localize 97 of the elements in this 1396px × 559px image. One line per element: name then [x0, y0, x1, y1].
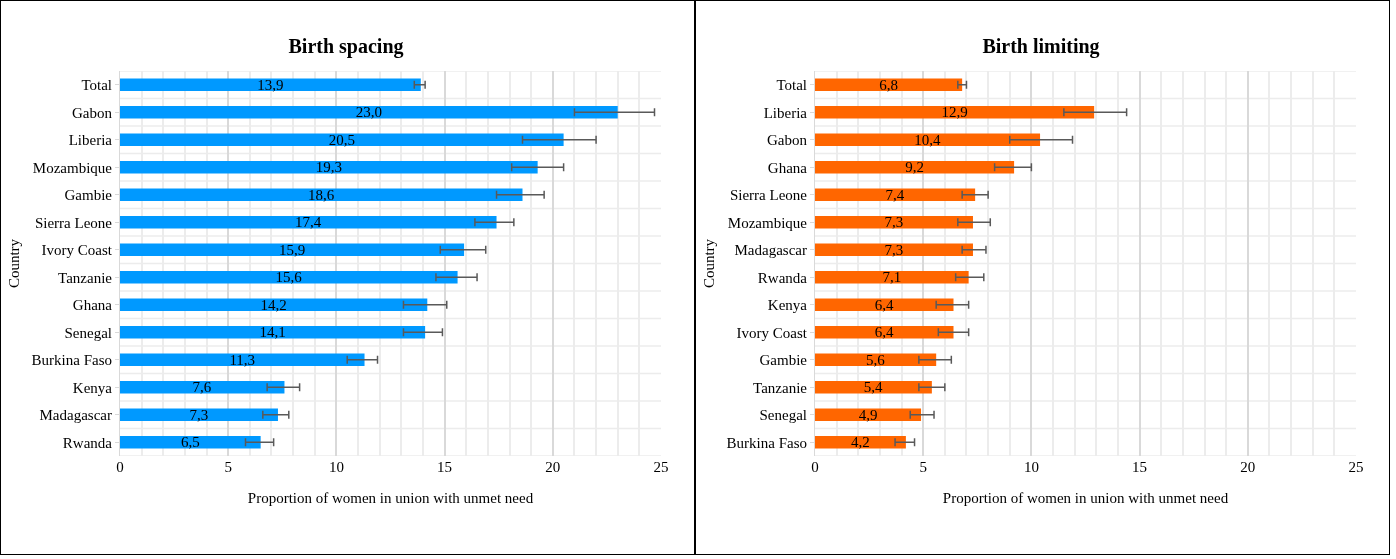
bar [120, 326, 426, 339]
data-label: 19,3 [315, 159, 342, 176]
data-label: 7,3 [884, 241, 904, 258]
bar [815, 188, 976, 201]
data-label: 6,4 [874, 324, 894, 341]
x-tick-label: 0 [116, 459, 124, 475]
data-label: 18,6 [307, 186, 335, 203]
x-tick-label: 25 [653, 459, 669, 475]
data-label: 13,9 [257, 76, 284, 93]
y-tick-label: Kenya [767, 297, 808, 313]
data-label: 7,6 [192, 379, 212, 396]
bar [120, 78, 421, 91]
y-tick-label: Sierra Leone [729, 187, 808, 203]
y-tick-label: Rwanda [62, 434, 113, 451]
x-tick-label: 20 [545, 459, 561, 475]
data-label: 17,4 [294, 214, 322, 231]
data-label: 14,2 [260, 296, 287, 313]
chart-title: Birth spacing [288, 35, 404, 59]
y-tick-label: Senegal [759, 407, 807, 423]
bar [120, 161, 538, 174]
data-label: 7,3 [189, 406, 209, 423]
y-tick-label: Kenya [72, 379, 113, 396]
data-label: 4,2 [851, 434, 870, 451]
y-tick-label: Mozambique [727, 214, 808, 231]
y-tick-label: Rwanda [757, 269, 808, 286]
data-label: 15,6 [275, 269, 303, 286]
data-label: 14,1 [259, 324, 286, 341]
bar [815, 106, 1095, 119]
bar [815, 271, 969, 284]
data-label: 12,9 [941, 104, 968, 121]
y-tick-label: Madagascar [39, 407, 112, 423]
bar [120, 353, 365, 366]
bar [120, 216, 497, 229]
y-tick-label: Liberia [763, 104, 808, 121]
bar [120, 381, 285, 394]
x-axis-title: Proportion of women in union with unmet need [942, 490, 1229, 506]
y-tick-label: Mozambique [32, 159, 113, 176]
y-tick-label: Tanzanie [58, 269, 113, 286]
y-tick-label: Senegal [64, 324, 112, 341]
x-tick-label: 25 [1348, 459, 1364, 475]
data-label: 6,4 [874, 296, 894, 313]
bar [120, 271, 458, 284]
bar [815, 161, 1015, 174]
data-label: 7,4 [885, 186, 905, 203]
y-tick-label: Tanzanie [753, 379, 808, 396]
y-tick-label: Total [776, 77, 807, 93]
x-axis-title: Proportion of women in union with unmet need [247, 490, 534, 506]
y-axis-title: Country [700, 238, 717, 289]
data-label: 10,4 [914, 131, 941, 148]
x-tick-label: 5 [919, 459, 927, 475]
data-label: 4,9 [858, 406, 878, 423]
x-tick-label: 10 [1023, 459, 1039, 475]
x-tick-label: 20 [1240, 459, 1256, 475]
data-label: 6,5 [180, 434, 200, 451]
y-tick-label: Ghana [767, 159, 808, 176]
y-axis-title: Country [5, 238, 22, 289]
y-tick-label: Ivory Coast [736, 324, 808, 341]
y-tick-label: Madagascar [734, 242, 807, 258]
data-label: 7,3 [884, 214, 904, 231]
bar [815, 133, 1041, 146]
y-tick-label: Ghana [72, 297, 113, 313]
y-tick-label: Gabon [72, 104, 113, 121]
x-tick-label: 10 [328, 459, 344, 475]
data-label: 7,1 [882, 269, 902, 286]
data-label: 11,3 [229, 351, 256, 368]
x-tick-label: 0 [811, 459, 819, 475]
y-tick-label: Total [81, 77, 112, 93]
data-label: 5,6 [865, 351, 886, 368]
y-tick-label: Ivory Coast [41, 242, 113, 258]
bar [120, 106, 618, 119]
bar [815, 216, 973, 229]
bar [120, 298, 428, 311]
data-label: 23,0 [355, 104, 382, 121]
bar [815, 78, 963, 91]
bar [120, 243, 465, 256]
data-label: 9,2 [905, 159, 924, 176]
bar [120, 188, 523, 201]
y-tick-label: Gambie [759, 352, 808, 368]
bar [120, 408, 278, 421]
chart-title: Birth limiting [982, 35, 1100, 59]
data-label: 6,8 [879, 76, 898, 93]
y-tick-label: Gabon [767, 132, 808, 148]
bar [815, 243, 973, 256]
bar [120, 133, 564, 146]
y-tick-label: Sierra Leone [34, 214, 113, 231]
data-label: 15,9 [278, 241, 306, 258]
data-label: 5,4 [863, 379, 884, 396]
x-tick-label: 15 [1132, 459, 1148, 475]
x-tick-label: 15 [437, 459, 453, 475]
y-tick-label: Burkina Faso [31, 352, 112, 368]
y-tick-label: Liberia [68, 132, 113, 148]
y-tick-label: Burkina Faso [726, 434, 807, 451]
data-label: 20,5 [328, 131, 355, 148]
bar [815, 326, 954, 339]
bar [120, 436, 261, 449]
x-tick-label: 5 [224, 459, 232, 475]
y-tick-label: Gambie [64, 187, 113, 203]
